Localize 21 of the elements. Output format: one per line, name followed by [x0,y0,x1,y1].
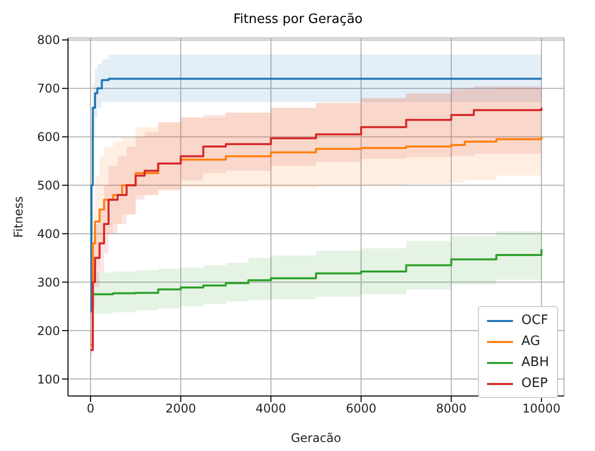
y-tick-label: 100 [37,372,60,386]
y-tick-label: 300 [37,275,60,290]
y-tick-label: 700 [37,82,60,96]
y-axis-title: Fitness [11,196,26,238]
x-tick-label: 6000 [346,402,376,416]
legend-label: OCF [521,313,548,328]
x-axis-title: Geracão [290,431,342,445]
y-tick-label: 400 [37,226,60,241]
y-tick-label: 200 [37,324,60,338]
y-tick-label: 800 [37,33,60,48]
y-tick-label: 500 [37,178,60,193]
legend-label: OEP [521,376,548,391]
x-tick-label: 2000 [165,402,196,416]
x-tick-label: 8000 [436,402,467,416]
legend-label: ABH [521,355,549,370]
x-tick-label: 0 [86,402,94,416]
x-tick-label: 4000 [256,402,286,416]
chart-title: Fitness por Geração [232,11,364,29]
legend-label: AG [521,334,540,349]
x-tick-label: 10000 [522,402,561,416]
y-tick-label: 600 [37,130,60,144]
